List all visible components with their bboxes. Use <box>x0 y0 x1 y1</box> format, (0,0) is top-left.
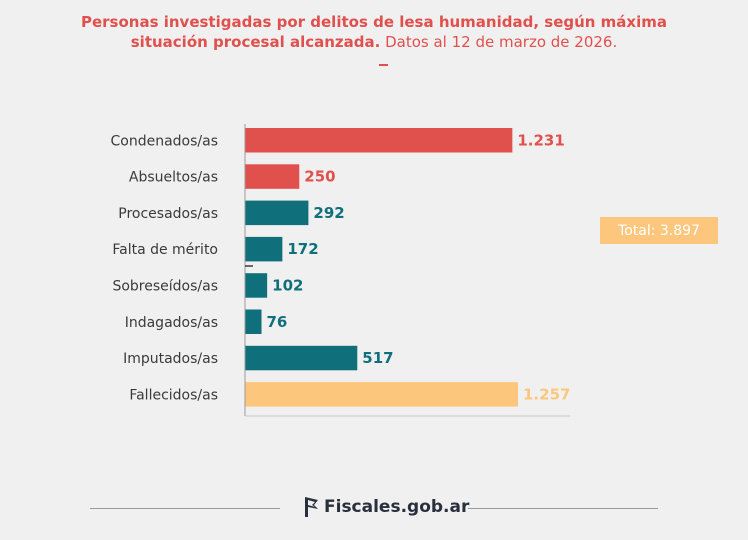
fiscales-logo[interactable]: Fiscales.gob.ar <box>303 492 469 522</box>
value-label-6: 517 <box>362 349 393 367</box>
bar-2 <box>245 200 309 226</box>
title-bold-text: Personas investigadas por delitos de les… <box>80 13 668 51</box>
fiscales-flag-icon <box>305 497 318 517</box>
category-label-0: Condenados/as <box>110 133 218 149</box>
value-label-3: 172 <box>287 240 318 258</box>
value-label-1: 250 <box>304 168 335 186</box>
bar-3 <box>245 236 283 262</box>
bar-6 <box>245 345 358 371</box>
category-label-4: Sobreseídos/as <box>112 278 218 294</box>
value-label-7: 1.257 <box>523 385 570 403</box>
footer-divider-left <box>90 508 280 509</box>
title-date-text: Datos al 12 de marzo de 2026. <box>385 33 618 51</box>
bar-4 <box>245 273 268 298</box>
category-label-2: Procesados/as <box>118 206 218 222</box>
bar-5 <box>245 309 262 334</box>
title-divider <box>379 64 388 66</box>
category-label-1: Absueltos/as <box>129 170 218 186</box>
category-label-3: Falta de mérito <box>112 242 218 258</box>
total-badge: Total: 3.897 <box>600 217 718 244</box>
footer-divider-right <box>468 508 658 509</box>
value-label-4: 102 <box>272 276 303 294</box>
bar-1 <box>245 164 300 189</box>
value-label-2: 292 <box>313 204 344 222</box>
bar-0 <box>245 128 513 153</box>
logo-text: Fiscales.gob.ar <box>324 497 470 517</box>
category-label-6: Imputados/as <box>123 351 218 367</box>
value-label-5: 76 <box>267 313 288 331</box>
value-label-0: 1.231 <box>517 131 564 149</box>
bar-7 <box>245 382 518 407</box>
category-label-7: Fallecidos/as <box>129 387 218 403</box>
chart-title: Personas investigadas por delitos de les… <box>40 12 708 52</box>
category-label-5: Indagados/as <box>125 315 218 331</box>
